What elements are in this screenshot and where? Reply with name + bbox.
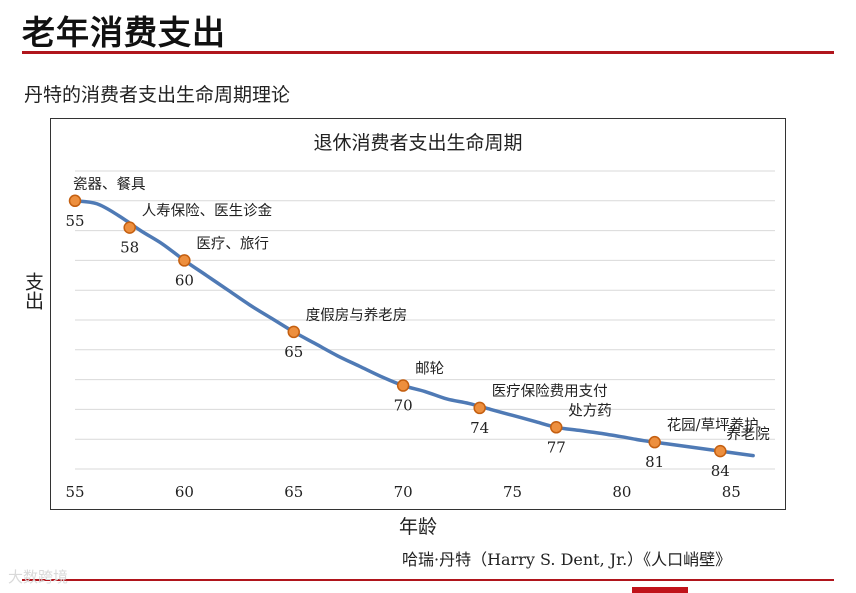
age-label: 74 bbox=[470, 419, 489, 437]
line-chart: 退休消费者支出生命周期 55 60 65 70 75 80 85 55 瓷器、餐具 58 人寿保险… bbox=[65, 132, 775, 501]
data-labels: 55 瓷器、餐具 58 人寿保险、医生诊金 60 医疗、旅行 65 度假房与养老房 70 邮轮 74… bbox=[65, 176, 770, 480]
series-line bbox=[73, 199, 755, 458]
x-tick-label: 85 bbox=[722, 483, 741, 501]
age-label: 55 bbox=[65, 212, 84, 230]
title-divider bbox=[22, 51, 834, 54]
source-citation: 哈瑞·丹特（Harry S. Dent, Jr.）《人口峭壁》 bbox=[402, 550, 732, 569]
annotation-label: 处方药 bbox=[568, 402, 612, 419]
annotation-label: 花园/草坪养护 bbox=[667, 417, 759, 434]
x-tick-label: 65 bbox=[284, 483, 303, 501]
annotation-label: 瓷器、餐具 bbox=[73, 176, 146, 193]
x-tick-labels: 55 60 65 70 75 80 85 bbox=[65, 483, 740, 501]
x-tick-label: 55 bbox=[65, 483, 84, 501]
x-tick-label: 80 bbox=[612, 483, 631, 501]
gridlines bbox=[75, 170, 775, 470]
data-marker bbox=[68, 194, 82, 208]
age-label: 84 bbox=[711, 462, 730, 480]
age-label: 58 bbox=[120, 239, 139, 257]
slide-subtitle: 丹特的消费者支出生命周期理论 bbox=[24, 84, 291, 106]
annotation-label: 医疗保险费用支付 bbox=[492, 383, 608, 400]
data-marker bbox=[396, 379, 410, 392]
watermark-text: 大数跨境 bbox=[8, 568, 69, 586]
chart-title: 退休消费者支出生命周期 bbox=[313, 132, 522, 154]
data-markers bbox=[68, 194, 727, 458]
data-marker bbox=[123, 221, 136, 234]
age-label: 60 bbox=[175, 271, 194, 289]
age-label: 65 bbox=[284, 343, 303, 361]
annotation-label: 邮轮 bbox=[415, 361, 444, 378]
data-marker bbox=[287, 325, 300, 339]
age-label: 77 bbox=[547, 438, 566, 456]
chart-frame: 退休消费者支出生命周期 55 60 65 70 75 80 85 55 瓷器、餐具 58 人寿保险… bbox=[50, 118, 786, 510]
age-label: 70 bbox=[394, 397, 413, 415]
footer-divider bbox=[22, 579, 834, 581]
annotation-label: 人寿保险、医生诊金 bbox=[142, 203, 273, 220]
annotation-label: 医疗、旅行 bbox=[196, 235, 269, 252]
annotation-label: 度假房与养老房 bbox=[306, 307, 408, 324]
data-marker bbox=[473, 401, 486, 415]
data-marker bbox=[714, 444, 727, 458]
x-tick-label: 60 bbox=[175, 483, 194, 501]
slide-title: 老年消费支出 bbox=[22, 13, 226, 52]
data-marker bbox=[178, 254, 191, 267]
age-label: 81 bbox=[645, 453, 664, 471]
data-marker bbox=[648, 435, 661, 449]
data-marker bbox=[550, 421, 563, 434]
brand-logo bbox=[632, 587, 688, 593]
x-axis-label: 年龄 bbox=[399, 516, 438, 538]
y-axis-label: 支出 bbox=[22, 272, 44, 310]
annotation-label: 养老院 bbox=[726, 426, 770, 443]
x-tick-label: 75 bbox=[503, 483, 522, 501]
x-tick-label: 70 bbox=[394, 483, 413, 501]
